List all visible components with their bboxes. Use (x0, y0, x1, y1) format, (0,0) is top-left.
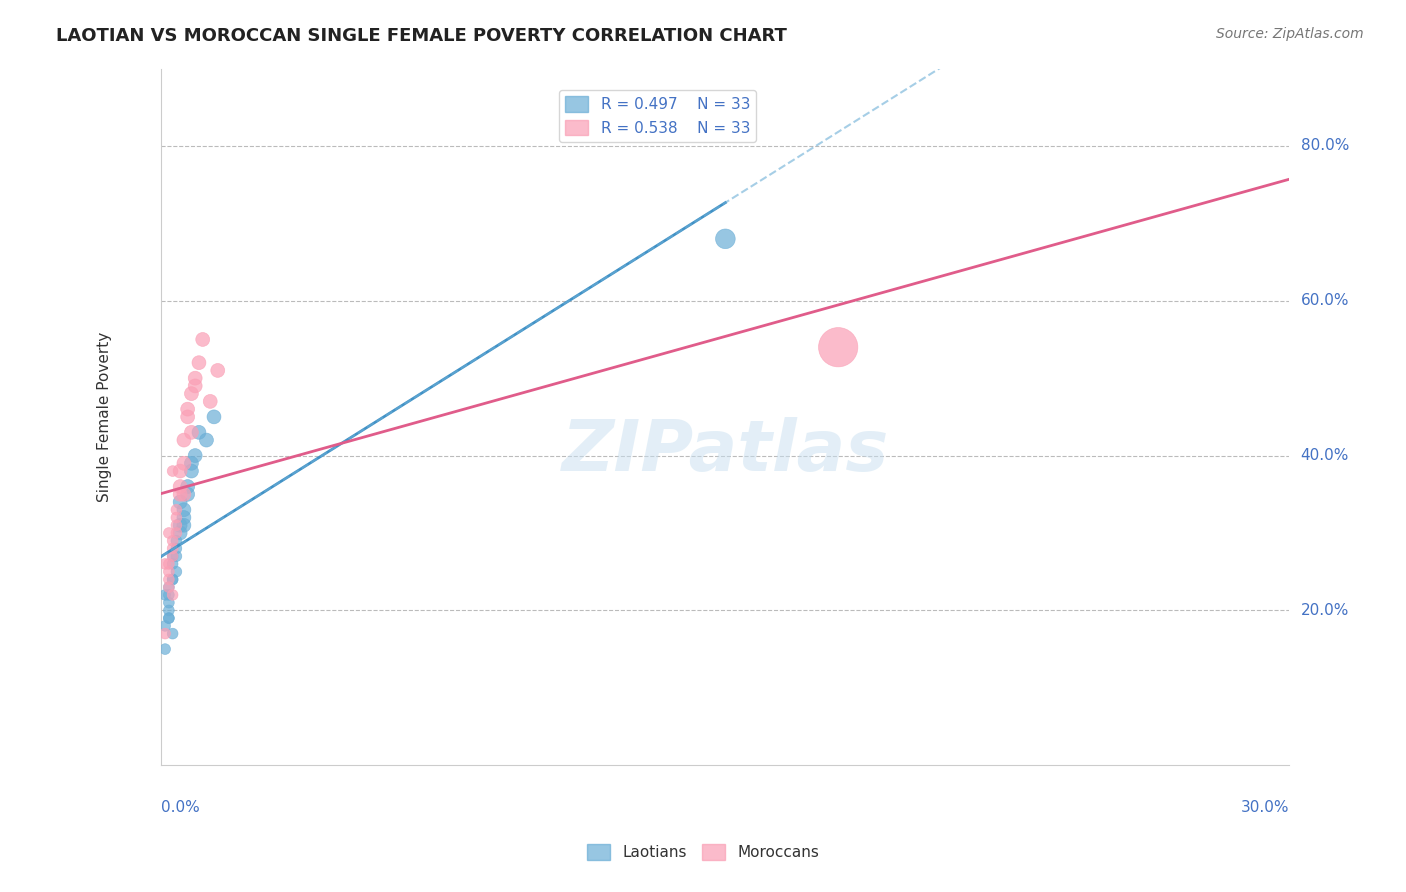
Point (176, 402, 198, 417)
Point (173, 518, 195, 533)
Point (165, 533, 187, 548)
Point (165, 518, 187, 533)
Text: Single Female Poverty: Single Female Poverty (97, 332, 112, 502)
Point (153, 619, 176, 633)
Point (187, 425, 209, 440)
Point (157, 526, 180, 541)
Point (180, 386, 202, 401)
Text: 40.0%: 40.0% (1301, 448, 1350, 463)
Legend: Laotians, Moroccans: Laotians, Moroccans (581, 838, 825, 866)
Point (157, 611, 180, 625)
Point (195, 433, 218, 447)
Point (173, 487, 195, 501)
Point (187, 356, 209, 370)
Point (165, 510, 187, 524)
Point (162, 533, 184, 548)
Point (162, 541, 184, 556)
Point (153, 626, 176, 640)
Point (157, 565, 180, 579)
Point (157, 596, 180, 610)
Text: ZIPatlas: ZIPatlas (561, 417, 889, 486)
Point (165, 549, 187, 564)
Point (184, 379, 207, 393)
Point (157, 573, 180, 587)
Text: Source: ZipAtlas.com: Source: ZipAtlas.com (1216, 27, 1364, 41)
Point (165, 526, 187, 541)
Text: 80.0%: 80.0% (1301, 138, 1350, 153)
Point (162, 549, 184, 564)
Point (157, 580, 180, 594)
Point (162, 573, 184, 587)
Point (157, 603, 180, 617)
Point (162, 626, 184, 640)
Point (157, 611, 180, 625)
Point (162, 557, 184, 571)
Point (165, 541, 187, 556)
Point (169, 487, 191, 501)
Point (207, 363, 229, 377)
Text: 20.0%: 20.0% (1301, 603, 1350, 618)
Point (202, 409, 225, 424)
Point (169, 526, 191, 541)
Point (173, 456, 195, 470)
Point (165, 502, 187, 516)
Point (191, 333, 214, 347)
Text: 60.0%: 60.0% (1301, 293, 1350, 309)
Point (153, 557, 176, 571)
Point (157, 580, 180, 594)
Point (153, 588, 176, 602)
Point (173, 433, 195, 447)
Point (714, 232, 737, 246)
Point (169, 518, 191, 533)
Legend: R = 0.497    N = 33, R = 0.538    N = 33: R = 0.497 N = 33, R = 0.538 N = 33 (560, 90, 756, 142)
Point (827, 340, 849, 354)
Point (173, 502, 195, 516)
Point (176, 409, 198, 424)
Point (180, 456, 202, 470)
Point (180, 425, 202, 440)
Point (162, 549, 184, 564)
Text: 0.0%: 0.0% (162, 800, 200, 815)
Point (162, 573, 184, 587)
Text: 30.0%: 30.0% (1241, 800, 1289, 815)
Point (162, 464, 184, 478)
Point (173, 510, 195, 524)
Point (176, 479, 198, 493)
Text: LAOTIAN VS MOROCCAN SINGLE FEMALE POVERTY CORRELATION CHART: LAOTIAN VS MOROCCAN SINGLE FEMALE POVERT… (56, 27, 787, 45)
Point (157, 557, 180, 571)
Point (169, 479, 191, 493)
Point (169, 464, 191, 478)
Point (169, 495, 191, 509)
Point (200, 394, 222, 409)
Point (184, 449, 207, 463)
Point (157, 588, 180, 602)
Point (165, 565, 187, 579)
Point (153, 642, 176, 657)
Point (162, 588, 184, 602)
Point (180, 464, 202, 478)
Point (176, 487, 198, 501)
Point (184, 371, 207, 385)
